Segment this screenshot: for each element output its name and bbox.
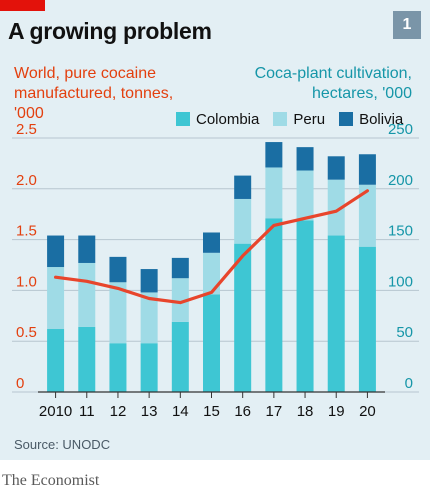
cocaine-line [53, 189, 369, 305]
legend-label-bolivia: Bolivia [359, 110, 404, 128]
bar-bolivia [265, 142, 283, 168]
bar-bolivia [109, 256, 127, 283]
x-tick-label: 16 [234, 403, 251, 420]
bar-bolivia [47, 235, 65, 268]
legend-label-peru: Peru [293, 110, 326, 128]
x-tick-label: 17 [266, 403, 283, 420]
bar-colombia [203, 294, 220, 392]
bar-colombia [296, 220, 314, 392]
left-tick-label: 0.5 [16, 324, 37, 341]
bar-peru [171, 278, 189, 322]
legend-swatch-colombia [176, 112, 190, 126]
bar-peru [327, 179, 345, 236]
bar-peru [140, 292, 158, 344]
bar-colombia [109, 343, 127, 392]
bar-colombia [47, 329, 65, 392]
bar-bolivia [203, 232, 220, 253]
bar-bolivia [358, 154, 376, 185]
legend-swatch-bolivia [339, 112, 354, 126]
legend-item-peru: Peru [273, 111, 325, 128]
bar-colombia [265, 218, 283, 392]
bar-colombia [358, 246, 376, 392]
left-tick-label: 2.5 [16, 121, 37, 138]
x-tick-label: 19 [328, 403, 345, 420]
brand-wordmark: The Economist [2, 472, 100, 489]
bar-peru [47, 267, 65, 330]
bar-colombia [140, 343, 158, 392]
x-tick-label: 15 [203, 403, 220, 420]
bar-colombia [327, 235, 345, 392]
left-tick-label: 1.0 [16, 273, 37, 290]
chart-card: A growing problem 1 World, pure cocaine … [0, 0, 430, 460]
bar-bolivia [140, 269, 158, 293]
bar-colombia [234, 243, 252, 392]
legend-label-colombia: Colombia [196, 110, 260, 128]
right-tick-label: 0 [405, 375, 413, 392]
bar-bolivia [327, 156, 345, 180]
left-tick-label: 2.0 [16, 172, 37, 189]
right-tick-label: 50 [396, 324, 413, 341]
right-axis-label: Coca-plant cultivation, hectares, '000 [254, 65, 412, 102]
bar-bolivia [296, 147, 314, 171]
legend: Colombia Peru Bolivia [176, 110, 403, 128]
chart-plot: 0 0 0.5 50 1.0 100 1.5 150 2.0 200 2.5 250 2010 11 12 1… [12, 121, 419, 420]
right-tick-label: 150 [388, 223, 413, 240]
bar-peru [78, 262, 96, 327]
x-tick-label: 11 [79, 403, 95, 420]
bar-peru [109, 282, 127, 344]
chart-title: A growing problem [8, 18, 212, 44]
bar-peru [296, 170, 314, 221]
x-tick-label: 13 [141, 403, 158, 420]
x-tick-label: 12 [110, 403, 127, 420]
left-axis-label: World, pure cocaine manufactured, tonnes… [14, 65, 174, 122]
bar-peru [203, 252, 220, 295]
legend-item-colombia: Colombia [176, 111, 259, 128]
x-tick-label: 20 [359, 403, 376, 420]
legend-swatch-peru [273, 112, 288, 126]
bar-peru [234, 198, 252, 244]
x-tick-label: 2010 [39, 403, 72, 420]
red-tag [0, 0, 45, 11]
bar-colombia [78, 326, 96, 392]
chart-number-badge: 1 [393, 11, 421, 39]
bar-peru [265, 167, 283, 219]
right-tick-label: 250 [388, 121, 413, 138]
right-tick-label: 200 [388, 172, 413, 189]
right-tick-label: 100 [388, 273, 413, 290]
source-note: Source: UNODC [14, 437, 111, 452]
bar-bolivia [78, 235, 96, 263]
bar-bolivia [234, 175, 252, 199]
x-tick-label: 14 [172, 403, 189, 420]
left-tick-label: 0 [16, 375, 24, 392]
bar-bolivia [171, 257, 189, 279]
x-tick-label: 18 [297, 403, 314, 420]
bar-peru [358, 184, 376, 247]
legend-item-bolivia: Bolivia [339, 111, 403, 128]
left-tick-label: 1.5 [16, 223, 37, 240]
bar-colombia [171, 321, 189, 392]
